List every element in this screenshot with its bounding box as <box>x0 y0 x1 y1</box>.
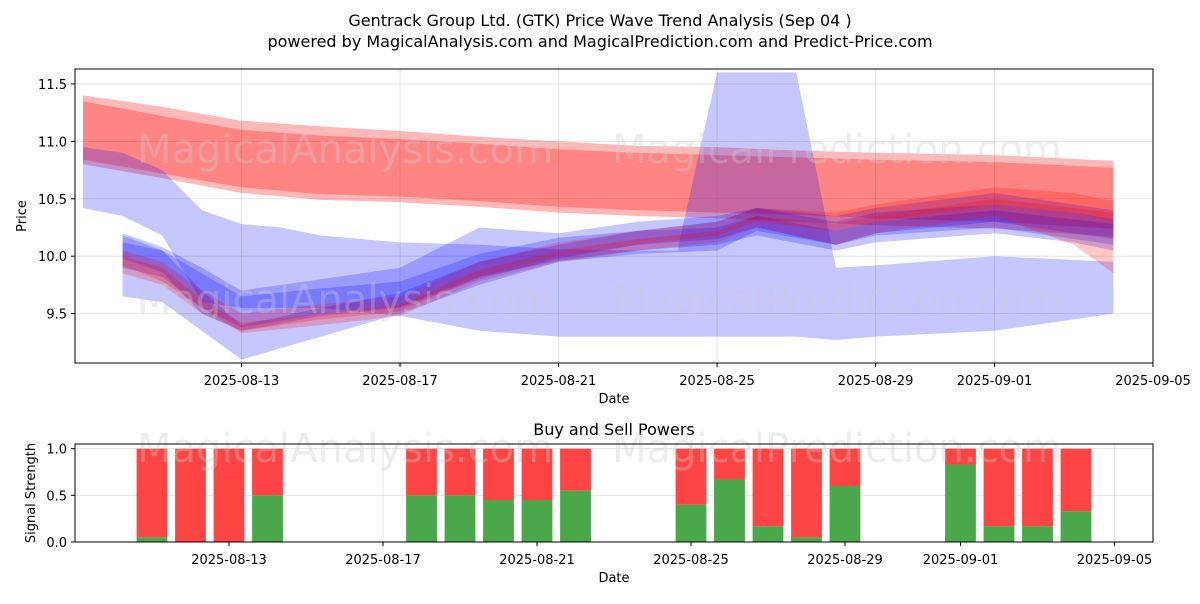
watermark-prediction-bottom: MagicalPrediction.com <box>612 426 1062 472</box>
buy-bar <box>752 526 784 542</box>
watermark-analysis-top-1: MagicalAnalysis.com <box>137 127 553 173</box>
signal-x-tick-label: 2025-08-13 <box>191 553 267 568</box>
sell-bar <box>406 448 437 496</box>
watermark-prediction-top-2: MagicalPrediction.com <box>612 277 1062 323</box>
sell-bar <box>175 448 206 542</box>
price-band-red <box>83 101 1114 229</box>
price-band-red <box>83 95 1114 237</box>
signal-x-tick-label: 2025-08-25 <box>653 553 729 568</box>
buy-bar <box>406 495 437 542</box>
price-bands <box>83 72 1114 360</box>
price-x-tick-label: 2025-08-17 <box>362 374 438 389</box>
price-y-tick-label: 9.5 <box>46 308 67 323</box>
signal-x-tick-label: 2025-08-29 <box>807 553 883 568</box>
sell-bar <box>714 448 745 480</box>
buy-bar <box>1022 526 1053 542</box>
buy-bar <box>675 504 707 542</box>
buy-bar <box>444 495 476 542</box>
watermark-analysis-bottom: MagicalAnalysis.com <box>137 426 553 472</box>
price-y-tick-label: 10.0 <box>38 250 67 265</box>
sell-bar <box>791 448 822 538</box>
buy-bar <box>1060 511 1092 542</box>
price-x-tick-label: 2025-09-01 <box>957 374 1033 389</box>
buy-bar <box>136 537 168 542</box>
price-panel: MagicalAnalysis.com MagicalPrediction.co… <box>15 68 1191 407</box>
price-y-axis-label: Price <box>15 200 30 232</box>
price-x-tick-label: 2025-08-13 <box>204 374 280 389</box>
price-y-tick-label: 11.0 <box>38 135 67 150</box>
signal-bars <box>136 448 1092 542</box>
sell-bar <box>560 448 591 491</box>
price-band-blue <box>122 210 1114 328</box>
buy-bar <box>983 526 1015 542</box>
sell-bar <box>675 448 707 505</box>
price-x-tick-label: 2025-09-05 <box>1115 374 1191 389</box>
signal-plot-frame <box>74 443 1154 543</box>
watermark-prediction-top-1: MagicalPrediction.com <box>612 127 1062 173</box>
signal-y-tick-label: 0.0 <box>46 536 67 551</box>
signal-x-tick-label: 2025-09-01 <box>923 553 999 568</box>
price-band-blue <box>83 72 1114 341</box>
watermark-analysis-top-2: MagicalAnalysis.com <box>137 277 553 323</box>
sell-bar <box>136 448 168 538</box>
price-x-axis-label: Date <box>598 392 629 407</box>
sell-bar <box>444 448 476 496</box>
sell-bar <box>829 448 861 486</box>
sell-bar <box>521 448 553 500</box>
sell-bar <box>945 448 976 465</box>
chart-subtitle: powered by MagicalAnalysis.com and Magic… <box>267 32 932 51</box>
price-band-red <box>122 187 1114 331</box>
signal-x-tick-label: 2025-09-05 <box>1077 553 1153 568</box>
buy-bar <box>714 479 745 542</box>
chart-title: Gentrack Group Ltd. (GTK) Price Wave Tre… <box>348 11 851 30</box>
buy-bar <box>521 500 553 542</box>
sell-bar <box>252 448 283 496</box>
signal-y-axis-label: Signal Strength <box>24 443 39 543</box>
sell-bar <box>483 448 514 500</box>
sell-bar <box>983 448 1015 527</box>
sell-bar <box>1022 448 1053 527</box>
buy-bar <box>252 495 283 542</box>
price-x-tick-label: 2025-08-29 <box>838 374 914 389</box>
signal-y-tick-label: 0.5 <box>46 489 67 504</box>
buy-bar <box>945 464 976 542</box>
price-y-tick-label: 11.5 <box>38 78 67 93</box>
buy-bar <box>829 486 861 542</box>
signal-x-tick-label: 2025-08-21 <box>499 553 575 568</box>
price-band-blue <box>122 204 1114 331</box>
signal-y-tick-label: 1.0 <box>46 443 67 458</box>
price-band-blue <box>122 193 1114 360</box>
price-plot-frame <box>74 68 1154 364</box>
signal-axis-ticks: 0.0 0.5 1.0 2025-08-13 2025-08-17 2025-08-21 2… <box>46 443 1152 568</box>
sell-bar <box>1060 448 1092 512</box>
sell-bar <box>213 448 245 542</box>
signal-chart-title: Buy and Sell Powers <box>533 420 695 439</box>
price-axis-ticks: 9.5 10.0 10.5 11.0 11.5 2025-08-13 2025-08-17 2… <box>38 78 1191 389</box>
signal-x-tick-label: 2025-08-17 <box>345 553 421 568</box>
price-grid <box>75 69 1154 363</box>
sell-bar <box>752 448 784 527</box>
price-x-tick-label: 2025-08-25 <box>679 374 755 389</box>
signal-x-axis-label: Date <box>598 571 629 586</box>
price-band-red <box>122 198 1114 334</box>
price-x-tick-label: 2025-08-21 <box>521 374 597 389</box>
buy-bar <box>483 500 514 542</box>
signal-panel: Buy and Sell Powers MagicalAnalysis.com … <box>24 420 1154 586</box>
price-plot-area <box>75 69 1153 363</box>
price-band-group <box>83 72 1114 360</box>
price-y-tick-label: 10.5 <box>38 193 67 208</box>
buy-bar <box>560 490 591 542</box>
buy-bar <box>791 537 822 542</box>
